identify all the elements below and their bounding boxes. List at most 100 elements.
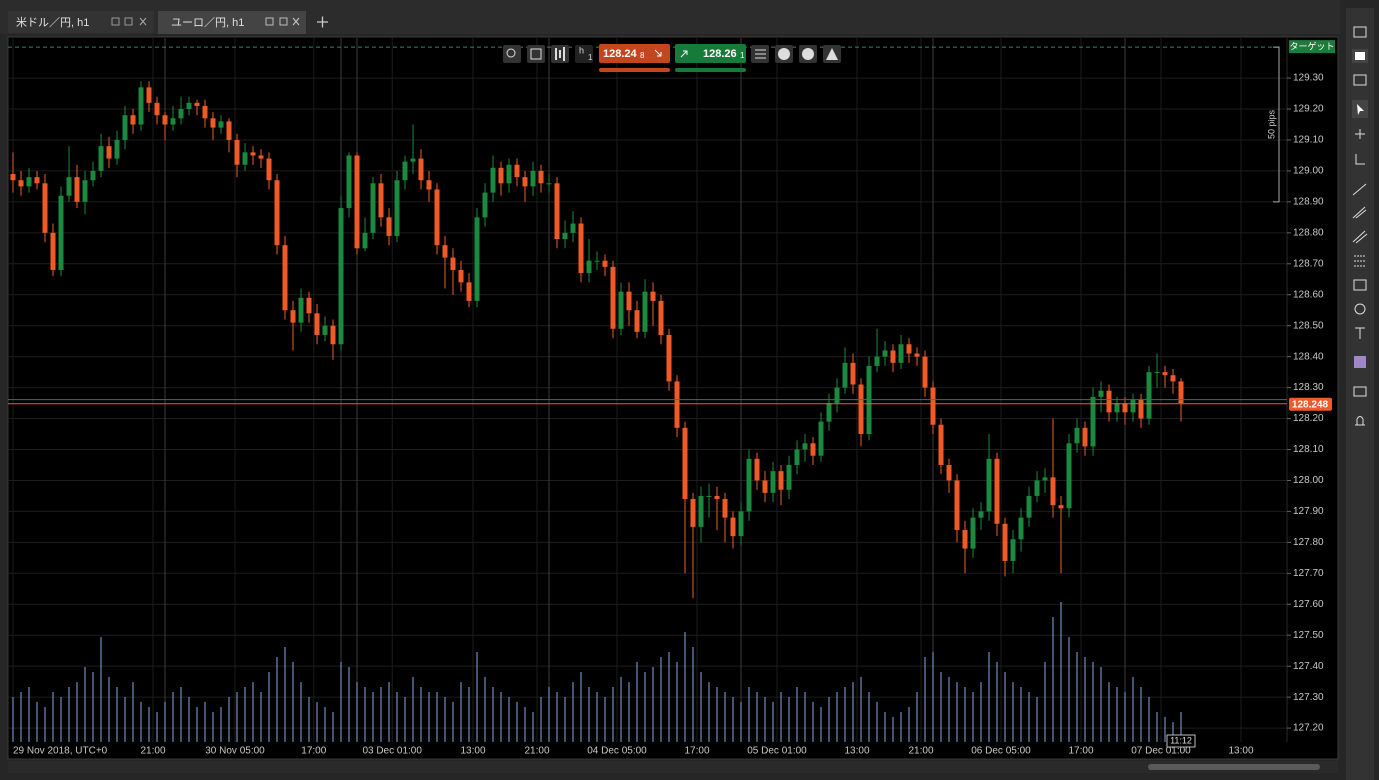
down-arrow xyxy=(654,49,662,57)
pointer-tool[interactable] xyxy=(1357,104,1364,115)
measure-tool[interactable] xyxy=(1355,154,1365,165)
x-tick-label: 04 Dec 05:00 xyxy=(587,746,647,757)
candle-body xyxy=(1162,372,1168,376)
candle-body xyxy=(1090,396,1096,447)
candle-body xyxy=(538,170,544,184)
crosshair-tool[interactable] xyxy=(1355,129,1365,139)
candle-body xyxy=(410,158,416,162)
popout-icon[interactable] xyxy=(111,17,120,26)
candle-body xyxy=(194,102,200,106)
screenshot-tool[interactable] xyxy=(1353,386,1367,397)
candle-body xyxy=(970,517,976,549)
candle-body xyxy=(114,139,120,159)
line-tool[interactable] xyxy=(1352,183,1367,196)
candle-body xyxy=(674,381,680,428)
y-tick-label: 128.50 xyxy=(1293,320,1324,331)
pips-ruler xyxy=(1273,46,1280,203)
candle-body xyxy=(402,161,408,181)
candle-body xyxy=(1138,399,1144,419)
settings-button[interactable] xyxy=(527,45,545,63)
x-tick-label: 06 Dec 05:00 xyxy=(971,746,1031,757)
buy-button[interactable] xyxy=(675,44,746,63)
candle-body xyxy=(594,260,600,262)
tab[interactable]: 米ドル／円, h1 xyxy=(8,11,154,33)
layout-split[interactable] xyxy=(1353,74,1367,86)
up-arrow xyxy=(680,50,688,58)
candle-body xyxy=(1058,505,1064,509)
sell-button[interactable] xyxy=(599,44,670,63)
target-tag xyxy=(1289,40,1335,54)
candle-body xyxy=(386,217,392,236)
candle-body xyxy=(1170,375,1176,382)
ellipse-tool[interactable] xyxy=(1354,303,1366,315)
detach-icon[interactable] xyxy=(124,17,133,26)
ask-price: 128.26 xyxy=(703,48,737,60)
candle-body xyxy=(258,155,264,159)
alert-tool[interactable] xyxy=(1355,416,1365,426)
timeframe-button[interactable] xyxy=(575,45,593,63)
candle-body xyxy=(738,511,744,537)
candle-body xyxy=(242,152,248,165)
candle-body xyxy=(978,511,984,518)
layout-single[interactable] xyxy=(1355,52,1365,60)
popout-icon[interactable] xyxy=(265,17,274,26)
candle-body xyxy=(1178,381,1184,404)
candle-body xyxy=(1050,477,1056,506)
color-tool[interactable] xyxy=(1354,356,1366,368)
candle-body xyxy=(146,87,152,103)
candle-body xyxy=(562,232,568,240)
detach-icon[interactable] xyxy=(279,17,288,26)
tab[interactable]: ユーロ／円, h1 xyxy=(158,11,306,34)
layout-grid[interactable] xyxy=(1353,26,1367,38)
y-tick-label: 127.60 xyxy=(1293,599,1324,610)
x-tick-label: 21:00 xyxy=(524,746,549,757)
close-icon[interactable] xyxy=(139,17,147,26)
candle-body xyxy=(162,115,168,125)
candle-body xyxy=(42,183,48,233)
side-tools xyxy=(1352,26,1368,426)
add-tab[interactable] xyxy=(317,16,328,28)
y-tick-label: 128.80 xyxy=(1293,227,1324,238)
candle-body xyxy=(770,471,776,493)
close-icon[interactable] xyxy=(292,17,300,26)
x-tick-label: 29 Nov 2018, UTC+0 xyxy=(13,746,108,757)
candle-body xyxy=(138,87,144,125)
time-tag xyxy=(1166,734,1196,748)
zoom-button[interactable] xyxy=(503,45,521,63)
candle-body xyxy=(426,180,432,190)
fib-tool[interactable] xyxy=(1354,255,1366,267)
channel-tool[interactable] xyxy=(1352,206,1367,219)
candle-body xyxy=(250,152,256,156)
candle-body xyxy=(418,158,424,181)
candle-body xyxy=(458,269,464,283)
candle-body xyxy=(882,350,888,357)
sentiment-icon xyxy=(802,48,814,60)
candle-body xyxy=(226,121,232,140)
x-tick-label: 17:00 xyxy=(1068,746,1093,757)
candle-body xyxy=(474,217,480,301)
candle-body xyxy=(210,118,216,128)
x-tick-label: 13:00 xyxy=(844,746,869,757)
scrollbar-thumb[interactable] xyxy=(1148,764,1320,770)
pips-label: 50 pips xyxy=(1266,109,1276,139)
x-tick-label: 17:00 xyxy=(301,746,326,757)
candle-body xyxy=(1114,403,1120,413)
y-tick-label: 128.20 xyxy=(1293,413,1324,424)
candle-body xyxy=(714,495,720,500)
text-tool[interactable] xyxy=(1355,327,1365,339)
candle-body xyxy=(282,245,288,311)
candle-body xyxy=(1098,390,1104,397)
candle-body xyxy=(66,177,72,196)
bid-tag-label: 128.248 xyxy=(1292,399,1329,410)
candle-body xyxy=(10,174,16,181)
candle-body xyxy=(74,177,80,202)
rectangle-tool[interactable] xyxy=(1353,279,1367,291)
candle-body xyxy=(370,183,376,233)
candle-body xyxy=(938,424,944,465)
parallel-tool[interactable] xyxy=(1352,230,1368,244)
candle-body xyxy=(658,300,664,335)
plot: ターゲット 50 pips 128.248 11:12 xyxy=(8,40,1335,748)
x-tick-label: 13:00 xyxy=(1228,746,1253,757)
candle-body xyxy=(570,223,576,233)
x-tick-label: 21:00 xyxy=(140,746,165,757)
